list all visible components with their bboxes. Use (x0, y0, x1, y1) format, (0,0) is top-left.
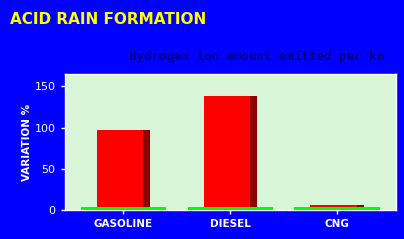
Bar (187, 207, 273, 210)
Bar (143, 130, 150, 210)
Text: Hydrogen ion amount emitted per km: Hydrogen ion amount emitted per km (129, 50, 384, 63)
Text: ACID RAIN FORMATION: ACID RAIN FORMATION (10, 12, 206, 27)
Bar (81, 207, 166, 210)
Bar (250, 96, 257, 210)
Y-axis label: VARIATION %: VARIATION % (22, 104, 32, 181)
Bar (357, 205, 364, 210)
Bar (295, 207, 380, 210)
Bar (310, 205, 364, 210)
Bar (97, 130, 150, 210)
Bar (204, 96, 257, 210)
